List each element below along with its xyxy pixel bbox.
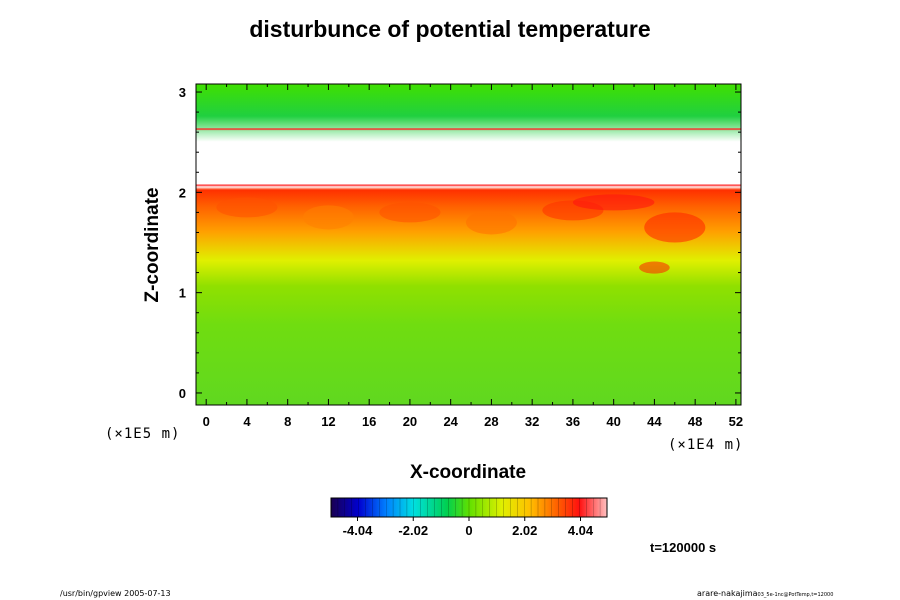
- plot-frame: [195, 83, 742, 406]
- y-tick-label: 3: [179, 85, 186, 100]
- x-tick-label: 48: [688, 414, 702, 429]
- x-tick-label: 36: [566, 414, 580, 429]
- y-axis-unit: (×1E5 m): [105, 426, 180, 442]
- field-feature: [572, 194, 655, 211]
- y-tick-label: 2: [179, 185, 186, 200]
- y-tick-label: 1: [179, 286, 186, 301]
- footer-right-main: arare-nakajima: [697, 589, 758, 598]
- x-tick-label: 0: [203, 414, 210, 429]
- y-tick-label: 0: [179, 386, 186, 401]
- field-feature: [379, 202, 441, 223]
- heatmap-background: [196, 84, 741, 405]
- colorbar-tick-label: -4.04: [343, 523, 373, 538]
- y-axis-title: Z-coordinate: [142, 187, 163, 302]
- footer-right-small: 03_5e-1nc@PotTemp,t=12000: [757, 592, 834, 598]
- x-tick-label: 44: [647, 414, 662, 429]
- x-tick-label: 20: [403, 414, 417, 429]
- heatmap-field: [196, 84, 741, 405]
- x-tick-label: 28: [484, 414, 498, 429]
- x-tick-label: 24: [443, 414, 458, 429]
- field-feature: [644, 212, 706, 243]
- time-label: t=120000 s: [650, 540, 717, 555]
- colorbar: -4.04 -2.02 0 2.02 4.04: [330, 497, 608, 538]
- colorbar-tick-label: 4.04: [568, 523, 594, 538]
- colorbar-tick-label: -2.02: [398, 523, 428, 538]
- x-axis-title: X-coordinate: [410, 462, 526, 483]
- x-tick-label: 12: [321, 414, 335, 429]
- footer-left: /usr/bin/gpview 2005-07-13: [60, 589, 171, 598]
- x-tick-label: 8: [284, 414, 291, 429]
- field-feature: [216, 197, 278, 218]
- footer-right: arare-nakajima03_5e-1nc@PotTemp,t=12000: [697, 589, 833, 598]
- x-tick-label: 52: [729, 414, 743, 429]
- chart-title: disturbunce of potential temperature: [249, 16, 651, 42]
- field-feature: [465, 210, 517, 235]
- x-axis: 0 4 8 12 16 20 24 28 32 36 40 44 48 52: [203, 84, 743, 429]
- y-axis: 0 1 2 3: [179, 85, 741, 401]
- x-tick-label: 32: [525, 414, 539, 429]
- colorbar-tick-label: 0: [465, 523, 472, 538]
- x-axis-unit: (×1E4 m): [668, 437, 743, 453]
- x-tick-label: 40: [606, 414, 620, 429]
- colorbar-tick-label: 2.02: [512, 523, 537, 538]
- field-feature: [639, 261, 670, 274]
- x-tick-label: 4: [243, 414, 251, 429]
- field-feature: [302, 205, 354, 230]
- x-tick-label: 16: [362, 414, 376, 429]
